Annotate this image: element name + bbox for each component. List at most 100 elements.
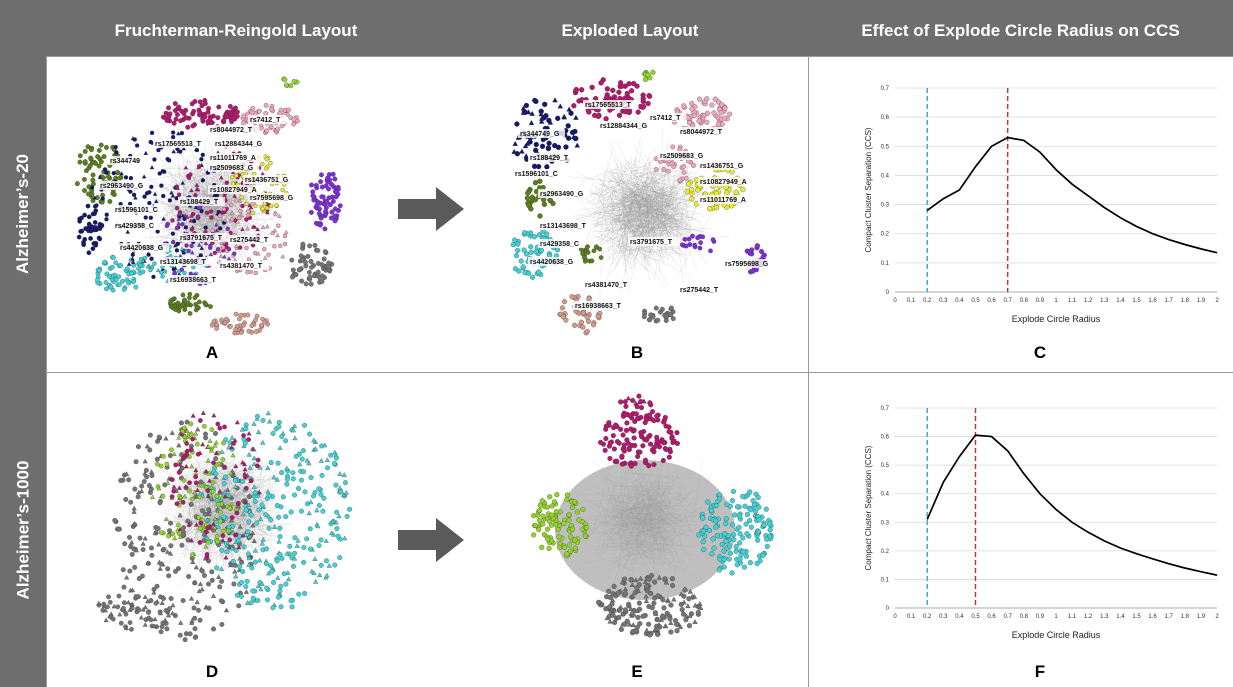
- x-tick-label: 1.2: [1084, 298, 1093, 304]
- chart-panel-f: 0 0.1 0.2 0.3 0.4 0.5 0.6 0.7 0 0.1 0.2 0.3 0.4 0.5 0.…: [864, 406, 1219, 640]
- cluster-lime: [642, 69, 656, 83]
- panel-letter-b: B: [630, 343, 644, 362]
- grid-separator-left: [46, 56, 47, 687]
- x-axis-label: Explode Circle Radius: [1012, 630, 1101, 640]
- y-tick-label: 0.2: [881, 549, 890, 555]
- y-axis-label: Compact Cluster Separation (CCS): [864, 127, 873, 252]
- snp-label: rs7595698_G: [725, 261, 769, 268]
- cluster-cyan: [510, 228, 561, 280]
- x-tick-label: 1.5: [1132, 614, 1141, 620]
- snp-label: rs16938663_T: [170, 277, 217, 284]
- column-title-fr-layout: Fruchterman-Reingold Layout: [114, 21, 358, 40]
- cluster-cyan: [95, 254, 146, 293]
- cluster-purple: [744, 243, 767, 275]
- cluster-lime: [281, 76, 300, 89]
- column-title-exploded-layout: Exploded Layout: [561, 21, 699, 40]
- x-tick-label: 1.6: [1148, 298, 1157, 304]
- snp-label: rs429358_C: [115, 223, 154, 230]
- snp-label: rs4420638_G: [530, 259, 574, 266]
- x-tick-label: 1.9: [1197, 298, 1206, 304]
- row-label-column: [0, 56, 46, 687]
- cluster-salmon: [209, 311, 271, 336]
- snp-label: rs2963490_G: [540, 191, 584, 198]
- snp-label: rs17565513_T: [155, 141, 202, 148]
- x-tick-label: 0.9: [1036, 614, 1045, 620]
- cluster-olive-bottom: [167, 291, 213, 316]
- snp-label: rs429358_C: [540, 241, 579, 248]
- snp-label: rs11011769_A: [210, 155, 256, 162]
- x-tick-label: 1.6: [1148, 614, 1157, 620]
- x-tick-label: 1.5: [1132, 298, 1141, 304]
- column-title-ccs-effect: Effect of Explode Circle Radius on CCS: [861, 21, 1180, 40]
- snp-label: rs2509683_G: [210, 165, 254, 172]
- snp-label: rs3791675_T: [630, 239, 673, 246]
- snp-label: rs275442_T: [230, 237, 269, 244]
- x-tick-label: 0.6: [987, 614, 996, 620]
- x-tick-label: 0.3: [939, 298, 948, 304]
- cluster-magenta-tips: [618, 393, 654, 411]
- x-tick-label: 0.6: [987, 298, 996, 304]
- grid-separator-horizontal: [46, 372, 1233, 373]
- x-tick-label: 0.8: [1020, 298, 1029, 304]
- network-edges: [571, 446, 715, 596]
- x-tick-label: 1.8: [1181, 298, 1190, 304]
- x-tick-label: 0.5: [971, 614, 980, 620]
- snp-label: rs12884344_G: [600, 123, 648, 130]
- cluster-purple: [308, 171, 343, 232]
- x-tick-label: 0.4: [955, 298, 964, 304]
- cluster-purple-2: [679, 233, 717, 254]
- cluster-magenta: [168, 410, 262, 560]
- x-tick-label: 0.4: [955, 614, 964, 620]
- network-edges: [151, 436, 302, 590]
- panel-letter-c: C: [1033, 343, 1047, 362]
- chart-panel-c: 0 0.1 0.2 0.3 0.4 0.5 0.6 0.7 0 0.1 0.2 0.3 0.4 0.5 0.…: [864, 86, 1219, 324]
- y-tick-label: 0.4: [881, 492, 890, 498]
- cluster-magenta: [571, 77, 653, 122]
- x-tick-label: 2: [1215, 298, 1219, 304]
- x-tick-label: 1.7: [1165, 298, 1174, 304]
- cluster-lime: [150, 421, 241, 558]
- y-axis-label: Compact Cluster Separation (CCS): [864, 445, 873, 570]
- y-tick-label: 0: [886, 290, 890, 296]
- x-tick-label: 0.3: [939, 614, 948, 620]
- snp-label: rs3791675_T: [180, 235, 223, 242]
- snp-label: rs1436751_G: [245, 177, 289, 184]
- cluster-magenta: [598, 409, 680, 469]
- snp-label: rs7412_T: [650, 115, 681, 122]
- dense-edges: [555, 460, 735, 600]
- right-arrow-icon: [398, 187, 464, 231]
- y-tick-label: 0.1: [881, 577, 890, 583]
- right-arrow-icon: [398, 518, 464, 562]
- x-tick-label: 1.3: [1100, 298, 1109, 304]
- x-tick-label: 1.8: [1181, 614, 1190, 620]
- snp-label: rs4381470_T: [585, 282, 628, 289]
- x-tick-label: 1: [1054, 298, 1058, 304]
- cluster-cyan: [198, 410, 353, 611]
- y-tick-label: 0.7: [881, 406, 890, 412]
- y-tick-label: 0.6: [881, 435, 890, 441]
- snp-label: rs344749_G: [520, 131, 560, 138]
- x-tick-label: 0.5: [971, 298, 980, 304]
- snp-label: rs2963490_G: [100, 183, 144, 190]
- cluster-gray: [641, 305, 676, 324]
- cluster-gray-tail: [96, 587, 176, 632]
- ccs-series-line: [926, 136, 1218, 254]
- grid-separator-top: [46, 56, 1233, 57]
- snp-label: rs4381470_T: [220, 263, 263, 270]
- snp-label: rs2509683_G: [660, 153, 704, 160]
- panel-letter-d: D: [205, 662, 219, 681]
- snp-label: rs188429_T: [530, 155, 569, 162]
- cluster-gray: [289, 241, 335, 287]
- snp-label: rs17565513_T: [585, 102, 632, 109]
- snp-label: rs344749: [110, 158, 140, 165]
- snp-label: rs7412_T: [250, 117, 281, 124]
- cluster-salmon: [557, 294, 603, 336]
- arrow-icon-row2: [398, 518, 464, 562]
- row-label-alzheimers-1000: Alzheimer’s-1000: [13, 460, 32, 600]
- x-tick-label: 0.7: [1004, 298, 1013, 304]
- snp-label: rs4420638_G: [120, 245, 164, 252]
- chart-gridlines: [895, 407, 1217, 609]
- x-tick-label: 0.1: [907, 298, 916, 304]
- x-tick-label: 0.8: [1020, 614, 1029, 620]
